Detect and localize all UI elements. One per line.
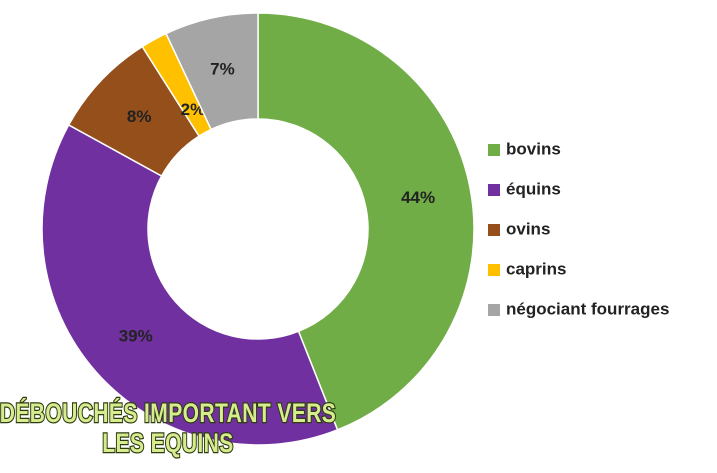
donut-slice [41,123,339,446]
legend-label: ovins [506,219,550,238]
annotation: DÉBOUCHÉS IMPORTANT VERS [0,398,336,429]
legend-label: négociant fourrages [506,299,669,318]
value-label: 44% [401,188,435,207]
value-label: 7% [210,59,235,78]
legend-label: bovins [506,139,561,158]
legend-label: équins [506,179,561,198]
legend-swatch [488,144,500,156]
donut-slice [165,12,259,131]
legend-swatch [488,224,500,236]
legend-swatch [488,304,500,316]
legend-label: caprins [506,259,566,278]
annotation: LES EQUINS [102,429,233,459]
legend-swatch [488,264,500,276]
value-label: 39% [119,326,153,345]
donut-slice [257,12,475,431]
legend-swatch [488,184,500,196]
value-label: 8% [127,107,152,126]
